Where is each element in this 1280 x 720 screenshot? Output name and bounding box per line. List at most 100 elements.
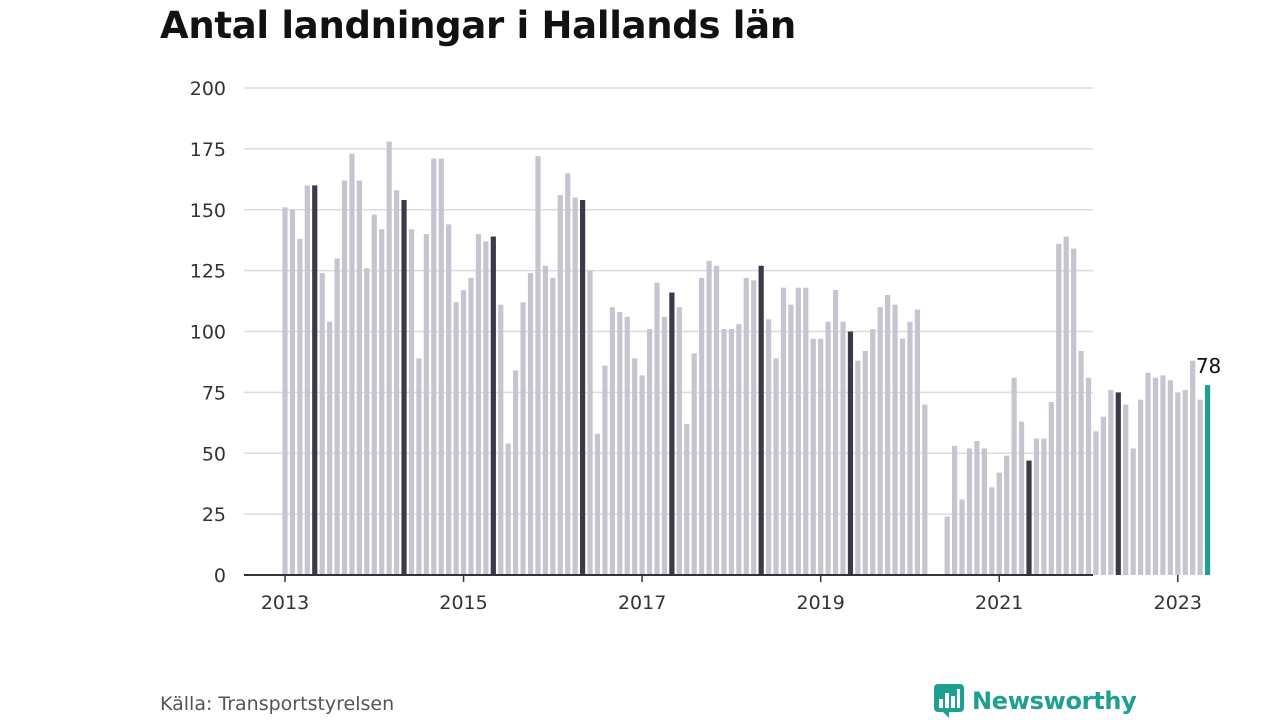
bar-2017-4 (661, 316, 668, 575)
y-tick-label: 125 (190, 261, 226, 283)
bar-2016-2 (557, 195, 563, 575)
x-tick-label: 2019 (797, 592, 845, 614)
bar-2015-4 (483, 241, 489, 575)
bar-2017-12 (721, 329, 727, 575)
bar-2020-1 (907, 321, 913, 575)
y-tick-label: 75 (202, 382, 226, 404)
data-labels: 78 (1196, 354, 1221, 378)
bar-2020-9 (966, 448, 973, 575)
newsworthy-logo-icon (934, 684, 964, 718)
bar-2014-12 (453, 302, 459, 575)
bar-2021-10 (1063, 236, 1069, 575)
bar-2022-7 (1130, 448, 1136, 575)
y-tick-label: 175 (190, 139, 226, 161)
bar-2019-8 (870, 329, 876, 575)
bar-2014-5 (401, 200, 407, 575)
bar-2016-8 (602, 365, 608, 575)
bar-2018-8 (780, 287, 787, 575)
bar-2018-4 (751, 280, 757, 575)
bar-2014-7 (416, 358, 422, 575)
bar-2018-6 (766, 319, 772, 575)
bar-2018-1 (728, 329, 734, 575)
bar-2013-6 (319, 273, 325, 575)
bar-2013-4 (304, 185, 310, 575)
x-tick-label: 2015 (439, 592, 487, 614)
bar-2019-2 (825, 321, 831, 575)
bar-2021-5 (1026, 460, 1032, 575)
bar-2019-10 (885, 294, 891, 575)
bar-2018-3 (743, 277, 749, 575)
bar-2016-6 (587, 270, 593, 575)
bar-2015-7 (505, 443, 511, 575)
bar-2013-7 (327, 321, 333, 575)
bar-2020-11 (981, 448, 987, 575)
bar-2023-4 (1197, 399, 1203, 575)
source-note: Källa: Transportstyrelsen (160, 693, 395, 715)
grid-lines (244, 87, 1093, 515)
bar-2017-7 (684, 424, 690, 575)
brand-logo: Newsworthy (934, 684, 1137, 718)
bar-2013-9 (341, 180, 348, 575)
bar-2016-9 (609, 307, 615, 575)
bar-2022-11 (1160, 375, 1166, 575)
bar-2019-1 (818, 338, 824, 575)
bar-2016-5 (580, 200, 586, 575)
bar-2020-10 (974, 441, 980, 575)
latest-value-label: 78 (1196, 354, 1221, 378)
bar-2020-2 (914, 309, 920, 575)
brand-name: Newsworthy (972, 687, 1137, 715)
bar-2022-1 (1085, 377, 1092, 575)
y-tick-label: 50 (202, 443, 226, 465)
bar-2015-8 (513, 370, 519, 575)
bar-2018-12 (810, 338, 816, 575)
bar-2018-11 (803, 287, 809, 575)
bar-2021-2 (1004, 455, 1010, 575)
x-tick-label: 2023 (1154, 592, 1202, 614)
bar-2022-12 (1167, 380, 1173, 575)
bar-2019-6 (855, 360, 861, 575)
bar-2021-6 (1033, 438, 1040, 575)
bar-2017-11 (713, 265, 720, 575)
bar-2015-5 (490, 236, 496, 575)
bar-2022-3 (1100, 416, 1106, 575)
x-axis-tick-labels: 2013 2015 2017 2019 2021 2023 (261, 592, 1202, 614)
y-axis-tick-labels: 0 25 50 75 100 125 150 175 200 (190, 78, 226, 587)
bar-2022-8 (1138, 399, 1144, 575)
bar-2015-2 (468, 277, 474, 575)
bar-2023-1 (1175, 392, 1181, 575)
bar-2023-2 (1182, 389, 1188, 575)
bar-2014-10 (438, 158, 444, 576)
bar-2020-6 (944, 516, 950, 575)
bar-2014-2 (379, 229, 385, 576)
bar-2016-1 (550, 277, 556, 575)
bar-2014-4 (394, 190, 400, 575)
bar-2022-6 (1123, 404, 1129, 575)
bar-2014-6 (408, 229, 415, 576)
bar-2023-3 (1190, 360, 1196, 575)
bar-2018-9 (788, 304, 794, 575)
bar-2013-1 (282, 207, 288, 575)
bar-2015-10 (527, 273, 534, 575)
bar-2022-10 (1152, 377, 1159, 575)
bar-2016-4 (572, 197, 578, 575)
bar-2019-12 (899, 338, 906, 575)
bar-2017-3 (654, 282, 660, 575)
bar-2020-12 (989, 487, 995, 575)
bar-2016-3 (565, 173, 571, 575)
bar-2017-5 (669, 292, 675, 575)
bar-2020-7 (952, 445, 958, 575)
bar-2019-9 (877, 307, 883, 575)
bar-2014-9 (431, 158, 437, 576)
bar-2017-2 (646, 329, 653, 575)
bar-2013-12 (364, 268, 370, 575)
bar-2019-5 (847, 331, 854, 575)
bar-2019-4 (840, 321, 846, 575)
bar-2014-8 (423, 234, 429, 575)
bar-2016-10 (617, 312, 623, 575)
bar-2014-3 (386, 141, 392, 575)
bar-2013-11 (356, 180, 362, 575)
bar-2021-12 (1078, 350, 1084, 575)
y-tick-label: 25 (202, 504, 226, 526)
x-tick-label: 2017 (618, 592, 666, 614)
